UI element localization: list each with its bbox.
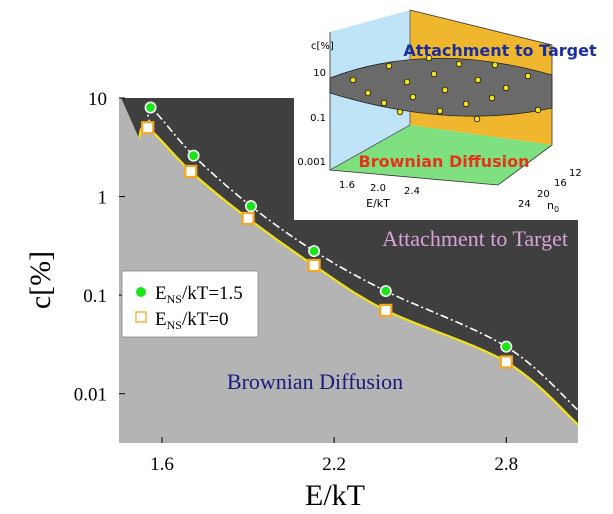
legend-box <box>121 270 259 338</box>
legend-label-0: ENS/kT=1.5 <box>155 283 243 306</box>
inset-data-point <box>441 86 449 94</box>
inset-back-edges <box>329 10 411 171</box>
x-tick-label: 1.6 <box>150 454 174 475</box>
inset-data-point <box>409 93 417 101</box>
inset-green-floor <box>330 125 552 185</box>
data-point-circle <box>308 245 321 258</box>
inset-3d-plot: Attachment to Target Brownian Diffusion … <box>294 2 613 220</box>
inset-z-label: c[%] <box>311 41 334 52</box>
inset-y-tick: 24 <box>518 199 531 210</box>
y-tick-label: 0.01 <box>74 385 107 406</box>
inset-z-tick: 10 <box>313 68 326 79</box>
inset-data-point <box>385 62 393 70</box>
y-tick-label: 10 <box>88 89 107 110</box>
data-point-square <box>307 258 321 273</box>
inset-z-tick: 0.1 <box>310 113 326 124</box>
inset-data-point <box>380 99 388 107</box>
data-point-square <box>241 211 255 226</box>
inset-x-tick: 2.0 <box>370 183 386 194</box>
legend-marker-circle <box>136 287 146 297</box>
inset-x-tick: 2.4 <box>404 186 420 197</box>
inset-data-point <box>462 100 470 108</box>
inset-data-point <box>364 89 372 97</box>
legend-marker-square <box>135 311 147 323</box>
inset-y-tick: 16 <box>554 178 567 189</box>
data-point-circle <box>144 101 157 114</box>
data-point-square <box>141 121 155 135</box>
attachment-region-label: Attachment to Target <box>382 226 568 251</box>
inset-data-point <box>473 115 481 123</box>
inset-data-point <box>474 76 482 84</box>
data-point-square <box>499 355 513 369</box>
inset-y-tick: 20 <box>537 189 550 200</box>
inset-data-point <box>436 107 444 115</box>
inset-z-tick: 0.001 <box>297 157 326 168</box>
x-tick-label: 2.2 <box>322 454 346 475</box>
diffusion-region-label: Brownian Diffusion <box>227 369 403 394</box>
x-tick-label: 2.8 <box>494 454 518 475</box>
legend: ENS/kT=1.5 ENS/kT=0 <box>121 270 259 338</box>
inset-y-tick: 12 <box>569 168 582 179</box>
inset-y-label: n0 <box>547 199 559 214</box>
inset-data-point <box>396 108 404 116</box>
inset-attachment-label: Attachment to Target <box>403 41 597 60</box>
y-axis-title: c[%] <box>24 251 57 309</box>
inset-data-point <box>502 84 510 92</box>
inset-data-point <box>455 60 463 68</box>
inset-data-point <box>430 70 438 78</box>
y-tick-label: 0.1 <box>83 286 107 307</box>
inset-diffusion-label: Brownian Diffusion <box>359 152 530 171</box>
inset-data-point <box>403 78 411 86</box>
inset-data-point <box>534 106 542 114</box>
data-point-circle <box>244 200 257 213</box>
y-tick-label: 1 <box>98 188 108 209</box>
inset-data-point <box>491 61 499 69</box>
inset-data-point <box>349 76 357 84</box>
x-axis-title: E/kT <box>305 479 365 512</box>
data-point-circle <box>187 149 200 162</box>
inset-box-edges <box>329 9 553 186</box>
inset-data-point <box>524 72 532 80</box>
inset-x-label: E/kT <box>366 197 390 210</box>
data-point-circle <box>500 340 513 353</box>
data-point-square <box>379 303 393 318</box>
inset-data-point <box>488 94 496 102</box>
data-point-square <box>184 164 198 179</box>
legend-label-1: ENS/kT=0 <box>155 309 229 332</box>
inset-x-tick: 1.6 <box>339 180 355 191</box>
inset-data-point <box>425 54 433 62</box>
data-point-circle <box>379 285 392 298</box>
